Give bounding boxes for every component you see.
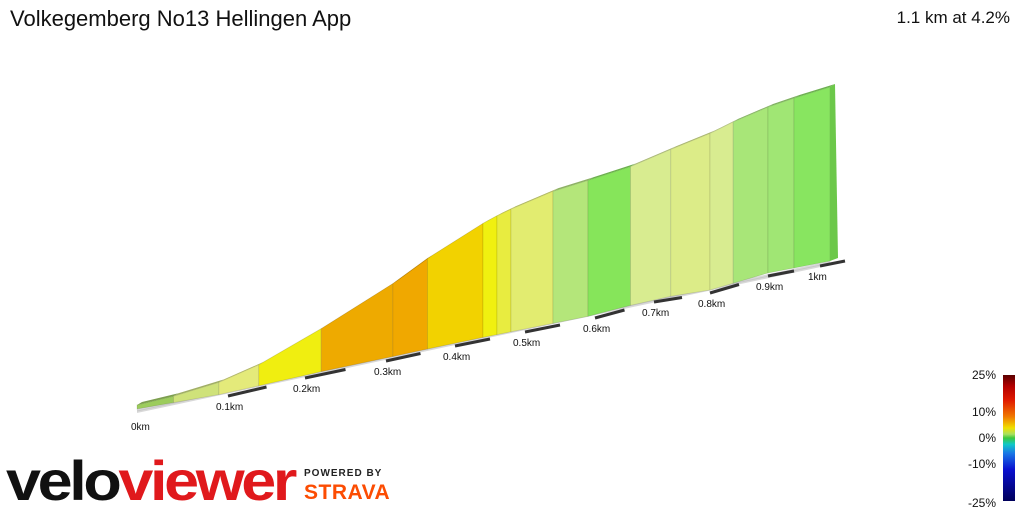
distance-tick-label: 0.5km xyxy=(513,338,540,349)
distance-tick xyxy=(304,368,346,380)
segment-top-face xyxy=(173,379,224,397)
gradient-segment xyxy=(630,148,672,306)
segment-top-face xyxy=(137,393,179,405)
distance-tick-label: 0.9km xyxy=(756,282,783,293)
distance-tick-label: 0km xyxy=(131,422,150,433)
distance-tick-label: 0.8km xyxy=(698,299,725,310)
distance-tick-label: 0.1km xyxy=(216,402,243,413)
gradient-segment xyxy=(392,257,428,357)
legend-label-0: 0% xyxy=(978,431,996,445)
gradient-segment xyxy=(670,132,711,297)
segment-top-face xyxy=(588,163,636,181)
distance-tick xyxy=(767,269,795,278)
gradient-segment xyxy=(320,282,394,373)
distance-tick xyxy=(709,283,740,295)
distance-tick-label: 1km xyxy=(808,272,827,283)
segment-top-face xyxy=(497,206,516,216)
profile-top-edge xyxy=(137,84,835,405)
gradient-legend: 25% 10% 0% -10% -25% xyxy=(960,366,1024,512)
climb-summary: 1.1 km at 4.2% xyxy=(896,8,1010,27)
segment-top-face xyxy=(483,212,502,224)
distance-tick xyxy=(594,308,625,320)
distance-axis: 0km 0.1km 0.2km 0.3km 0.4km 0.5km 0.6km 0.7km 0.… xyxy=(131,259,846,433)
distance-tick xyxy=(524,323,561,334)
powered-by-label: POWERED BY xyxy=(304,468,383,479)
distance-tick-label: 0.4km xyxy=(443,352,470,363)
distance-tick-label: 0.2km xyxy=(293,384,320,395)
segment-top-face xyxy=(630,146,676,167)
segment-top-face xyxy=(258,325,327,365)
profile-end-face xyxy=(830,84,838,261)
segment-top-face xyxy=(733,104,773,122)
distance-tick xyxy=(653,296,683,304)
gradient-segment xyxy=(767,97,795,274)
distance-tick xyxy=(819,259,846,268)
legend-label-10: 10% xyxy=(971,405,996,419)
segment-top-face xyxy=(553,177,593,192)
gradient-segment xyxy=(426,222,484,350)
legend-label-minus-10: -10% xyxy=(967,457,996,471)
page-title: Volkegemberg No13 Hellingen App xyxy=(10,6,352,31)
gradient-segment xyxy=(793,86,831,269)
gradient-segments xyxy=(136,84,838,410)
legend-label-max: 25% xyxy=(971,368,996,382)
segment-top-face xyxy=(710,118,739,134)
segment-top-face xyxy=(321,280,398,329)
distance-tick-label: 0.6km xyxy=(583,324,610,335)
logo-viewer: viewer xyxy=(118,449,296,508)
gradient-segment xyxy=(732,106,769,284)
segment-top-face xyxy=(511,188,558,210)
segment-top-face xyxy=(427,220,488,259)
strava-logo[interactable]: STRAVA xyxy=(304,481,391,504)
gradient-segment xyxy=(587,166,631,317)
gradient-segment xyxy=(482,215,498,338)
segment-top-face xyxy=(392,255,433,284)
legend-label-min: -25% xyxy=(967,496,996,510)
distance-tick-label: 0.7km xyxy=(642,308,669,319)
distance-tick xyxy=(385,352,421,363)
veloviewer-logo[interactable]: velo viewer xyxy=(4,448,299,508)
gradient-segment xyxy=(510,190,554,333)
distance-tick xyxy=(454,337,491,348)
segment-top-face xyxy=(768,95,799,108)
elevation-profile-chart: 0km 0.1km 0.2km 0.3km 0.4km 0.5km 0.6km 0.7km 0.… xyxy=(131,84,846,433)
gradient-segment xyxy=(709,121,734,291)
segment-top-face xyxy=(218,361,264,383)
distance-tick-label: 0.3km xyxy=(374,367,401,378)
distance-tick xyxy=(227,385,267,398)
gradient-segment xyxy=(552,179,589,324)
segment-top-face xyxy=(670,130,715,150)
gradient-segment xyxy=(496,208,512,336)
gradient-color-scale xyxy=(1003,375,1015,501)
logo-velo: velo xyxy=(6,449,120,508)
segment-top-face xyxy=(794,84,835,99)
